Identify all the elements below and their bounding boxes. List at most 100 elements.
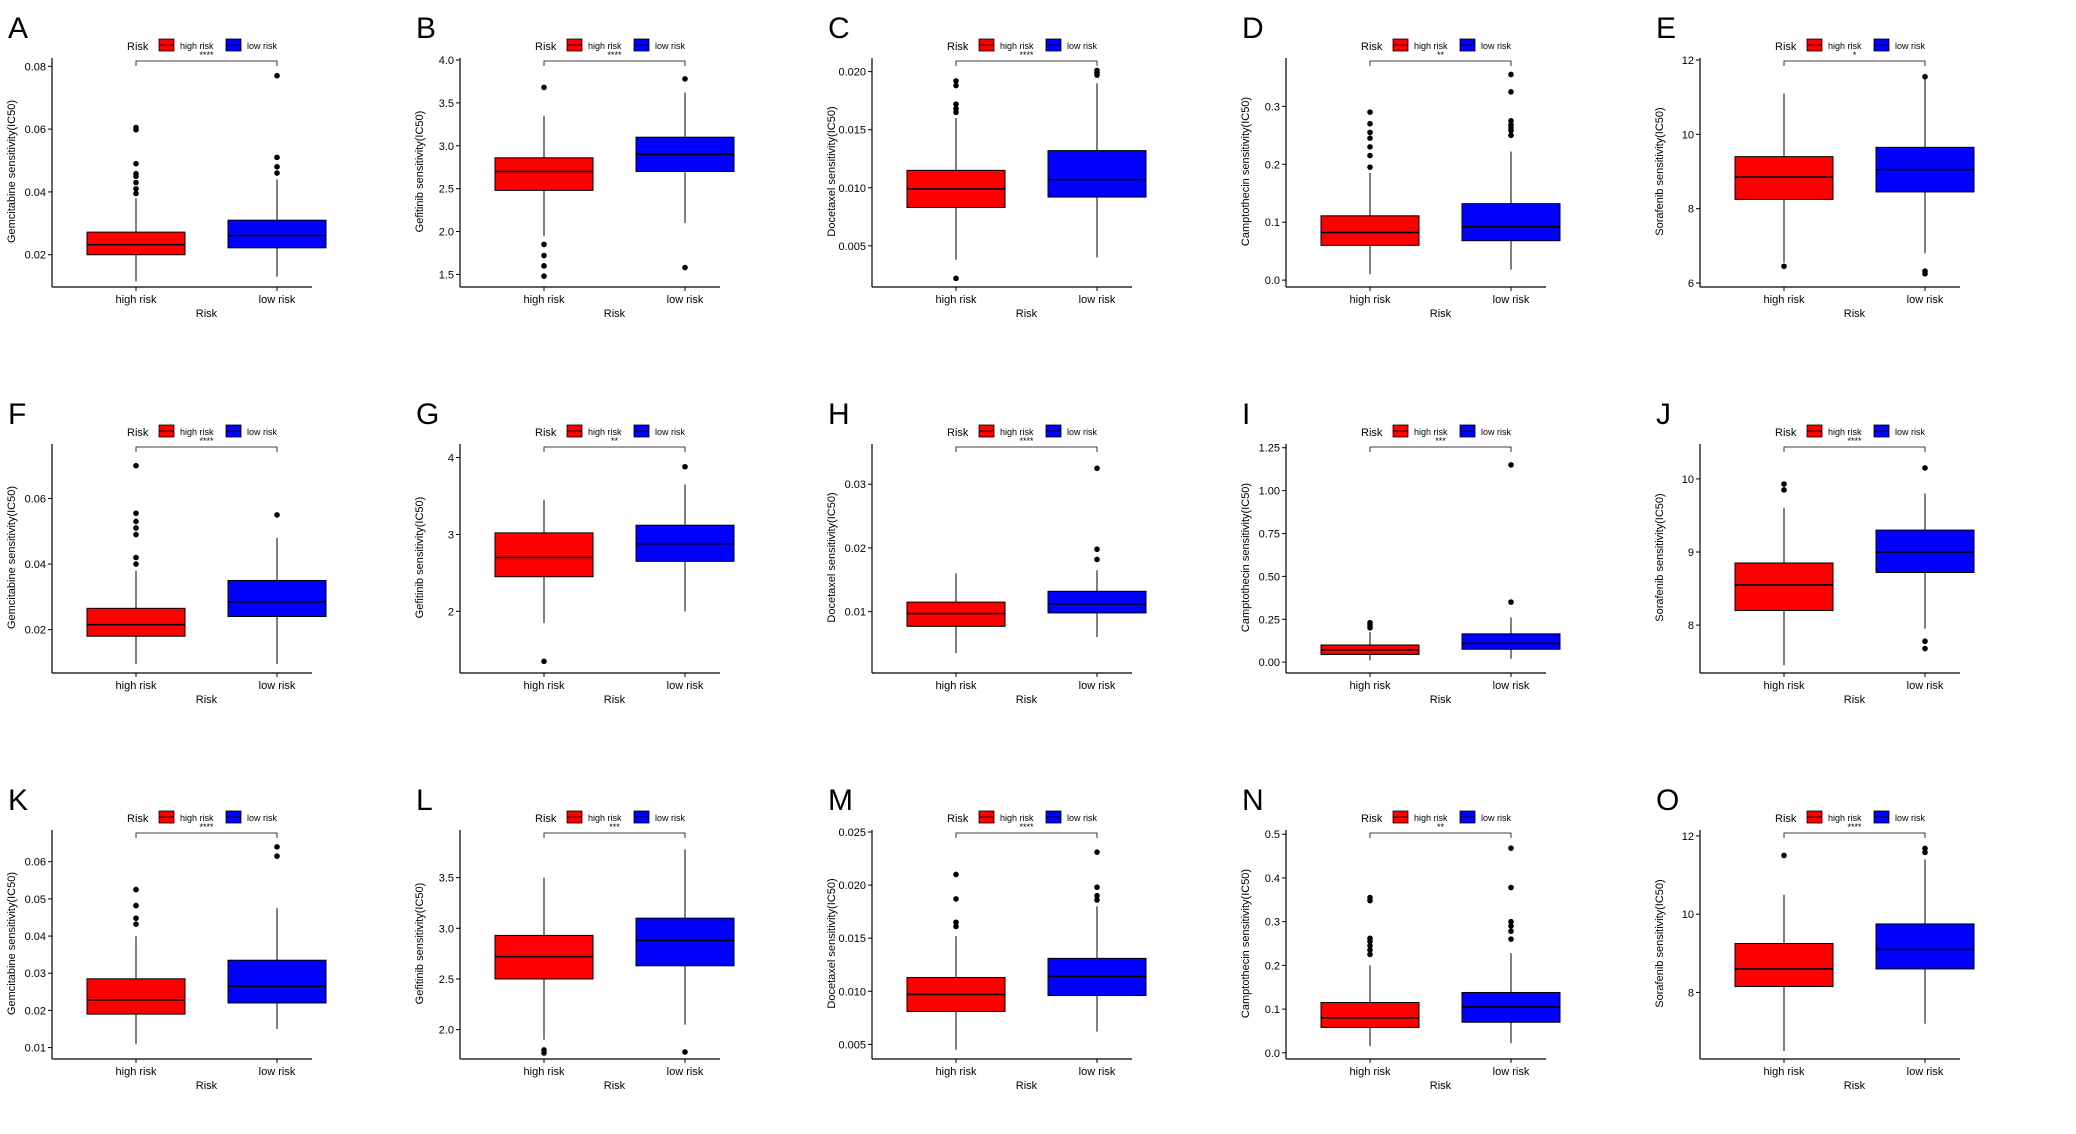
y-tick-label: 3.0 (439, 923, 454, 935)
y-tick-label: 0.005 (838, 1039, 866, 1051)
outlier-point (1367, 894, 1373, 901)
legend-title: Risk (947, 41, 969, 53)
y-tick-label: 2.0 (439, 227, 454, 239)
iqr-box (1734, 943, 1834, 988)
y-tick-label: 6 (1688, 278, 1694, 290)
significance-label: **** (1847, 822, 1862, 832)
outlier-point (1781, 263, 1787, 270)
significance-label: **** (199, 822, 214, 832)
outlier-point (1508, 928, 1514, 935)
legend: Risk high risk low risk (127, 810, 278, 825)
outlier-point (133, 124, 139, 131)
boxplot-svg: D Risk high risk low risk 0.0 0.1 0.2 0.3 Campto… (1240, 12, 1561, 320)
outlier-point (541, 252, 547, 259)
significance-bracket: **** (543, 50, 686, 66)
x-axis-title: Risk (1844, 694, 1866, 706)
outlier-point (133, 185, 139, 192)
boxplot-svg: O Risk high risk low risk 8 10 12 Sorafenib sen… (1654, 784, 1975, 1092)
outlier-point (133, 561, 139, 567)
y-tick-label: 0.020 (838, 880, 866, 892)
y-tick-label: 1.5 (439, 269, 454, 281)
y-tick-label: 1.25 (1259, 443, 1280, 455)
outlier-point (133, 921, 139, 927)
y-tick-label: 9 (1688, 547, 1694, 559)
bracket-line (543, 832, 686, 838)
significance-bracket: ** (1369, 50, 1512, 66)
panel-letter: I (1242, 398, 1250, 431)
x-tick-label: high risk (1350, 294, 1391, 306)
y-tick-label: 0.020 (838, 67, 866, 79)
legend-label-low-risk: low risk (1067, 41, 1098, 51)
legend-label-low-risk: low risk (1067, 427, 1098, 437)
outlier-point (1094, 546, 1100, 553)
y-tick-label: 0.02 (25, 1005, 46, 1017)
legend-label-low-risk: low risk (1481, 41, 1512, 51)
legend-label-low-risk: low risk (655, 427, 686, 437)
y-tick-label: 2.5 (439, 974, 454, 986)
x-tick-label: low risk (1493, 294, 1530, 306)
outlier-point (1922, 849, 1928, 856)
y-tick-label: 0.0 (1265, 275, 1280, 287)
outlier-point (1367, 144, 1373, 150)
significance-label: ** (1437, 822, 1445, 832)
y-tick-label: 0.3 (1265, 917, 1280, 929)
bracket-line (955, 446, 1098, 452)
bracket-line (1783, 60, 1926, 66)
box-low-risk (227, 844, 327, 1029)
y-tick-label: 0.03 (845, 479, 866, 491)
legend-label-high-risk: high risk (1828, 41, 1862, 51)
outlier-point (274, 853, 280, 859)
outlier-point (682, 264, 688, 271)
outlier-point (953, 101, 959, 107)
panel-letter: L (416, 784, 433, 817)
outlier-point (1367, 619, 1373, 626)
outlier-point (1094, 884, 1100, 891)
box-high-risk (1320, 619, 1420, 661)
outlier-point (1508, 918, 1514, 925)
boxplot-svg: C Risk high risk low risk 0.005 0.010 0.015 0.0… (826, 12, 1147, 320)
box-low-risk (1875, 845, 1975, 1024)
legend-title: Risk (1361, 41, 1383, 53)
box-low-risk (635, 463, 735, 612)
legend-title: Risk (1775, 813, 1797, 825)
outlier-point (1781, 487, 1787, 493)
outlier-point (1367, 109, 1373, 115)
y-tick-label: 0.2 (1265, 960, 1280, 972)
outlier-point (1367, 935, 1373, 942)
x-tick-label: high risk (524, 294, 565, 306)
x-tick-label: low risk (1079, 294, 1116, 306)
legend-label-low-risk: low risk (247, 427, 278, 437)
outlier-point (133, 510, 139, 517)
boxplot-svg: G Risk high risk low risk 2 3 4 Gefitinib sensi… (414, 398, 735, 706)
outlier-point (133, 179, 139, 186)
y-axis-title: Docetaxel sensitivity(IC50) (826, 106, 838, 236)
legend: Risk high risk low risk (1361, 424, 1512, 439)
y-tick-label: 0.04 (25, 187, 46, 199)
outlier-point (953, 78, 959, 84)
y-tick-label: 0.06 (25, 493, 46, 505)
iqr-box (86, 978, 186, 1015)
legend-title: Risk (127, 813, 149, 825)
significance-bracket: **** (955, 436, 1098, 452)
y-tick-label: 0.5 (1265, 829, 1280, 841)
x-axis-title: Risk (1844, 1080, 1866, 1092)
iqr-box (86, 607, 186, 637)
y-tick-label: 0.4 (1265, 873, 1280, 885)
legend: Risk high risk low risk (535, 424, 686, 439)
x-tick-label: high risk (524, 680, 565, 692)
box-low-risk (635, 849, 735, 1055)
outlier-point (274, 844, 280, 850)
iqr-box (86, 231, 186, 256)
outlier-point (1781, 852, 1787, 859)
iqr-box (1047, 590, 1147, 614)
outlier-point (133, 160, 139, 167)
significance-bracket: * (1783, 50, 1926, 66)
y-tick-label: 0.1 (1265, 1004, 1280, 1016)
significance-label: **** (1019, 436, 1034, 446)
boxplot-svg: M Risk high risk low risk 0.005 0.010 0.015 0.0… (826, 784, 1147, 1092)
outlier-point (1922, 73, 1928, 80)
outlier-point (1367, 951, 1373, 958)
box-high-risk (906, 78, 1006, 282)
panel-letter: K (8, 784, 28, 817)
box-high-risk (906, 871, 1006, 1050)
